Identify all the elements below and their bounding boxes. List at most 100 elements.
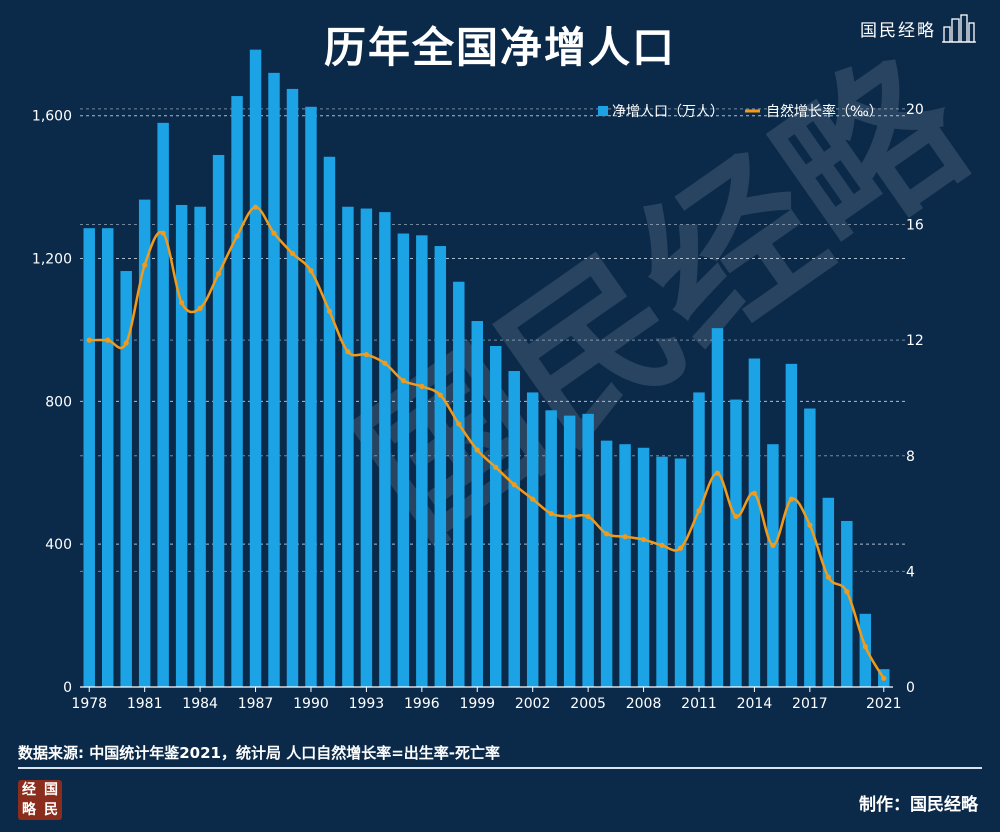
line-point xyxy=(714,470,721,476)
divider xyxy=(18,767,982,769)
bar xyxy=(490,346,502,687)
logo-char: 国 xyxy=(44,782,58,798)
logo-char: 民 xyxy=(44,802,58,818)
line-point xyxy=(511,482,517,488)
left-tick-label: 0 xyxy=(63,680,72,696)
x-tick-label: 1987 xyxy=(238,696,274,712)
bar xyxy=(859,613,872,687)
left-tick-label: 1,200 xyxy=(32,252,72,268)
bar xyxy=(526,392,539,687)
bar xyxy=(674,458,687,687)
bar xyxy=(563,415,576,687)
left-tick-label: 400 xyxy=(45,537,72,553)
right-axis: 0 4 8 12 16 20 xyxy=(906,102,924,696)
bar xyxy=(822,497,835,687)
line-point xyxy=(197,305,203,311)
line-point xyxy=(326,308,333,314)
line-point xyxy=(696,508,702,514)
bar xyxy=(268,72,280,687)
x-tick-label: 1990 xyxy=(293,696,329,712)
bar xyxy=(785,363,798,687)
population-chart: 国民经略 0 400 800 1,200 1,600 0 4 8 12 16 20 1978 198… xyxy=(32,21,1000,712)
bar xyxy=(360,208,373,687)
bar xyxy=(157,122,169,688)
bar xyxy=(693,392,705,687)
bar xyxy=(471,321,483,687)
line-point xyxy=(142,262,148,268)
line-point xyxy=(105,337,111,343)
line-point xyxy=(622,534,628,540)
line-point xyxy=(640,536,647,543)
line-point xyxy=(234,233,240,239)
bar-series xyxy=(83,49,890,688)
line-point xyxy=(400,378,406,384)
x-tick-label: 2021 xyxy=(866,696,902,712)
line-point xyxy=(437,392,443,398)
x-tick-label: 2017 xyxy=(792,696,828,712)
line-point xyxy=(548,510,554,517)
right-tick-label: 4 xyxy=(906,564,915,580)
source-note: 数据来源: 中国统计年鉴2021，统计局 人口自然增长率=出生率-死亡率 xyxy=(18,744,500,762)
line-point xyxy=(788,496,794,502)
left-tick-label: 800 xyxy=(45,394,72,410)
line-point xyxy=(474,447,480,453)
x-tick-label: 1981 xyxy=(127,696,163,712)
x-tick-label: 2014 xyxy=(737,696,773,712)
left-axis: 0 400 800 1,200 1,600 xyxy=(32,109,72,696)
bar xyxy=(453,281,465,687)
x-tick-label: 1978 xyxy=(71,696,107,712)
bar xyxy=(379,212,391,688)
bar xyxy=(305,106,317,687)
x-tick-label: 1996 xyxy=(404,696,440,712)
x-tick-label: 2005 xyxy=(570,696,606,712)
line-point xyxy=(456,421,462,427)
logo-char: 略 xyxy=(22,802,36,818)
bar xyxy=(286,88,299,688)
bar xyxy=(804,408,816,687)
legend-line-label: 自然增长率（‰） xyxy=(766,103,883,120)
logo-char: 经 xyxy=(22,782,36,798)
line-point xyxy=(382,360,388,366)
bar xyxy=(582,413,594,687)
bar xyxy=(508,371,520,687)
right-tick-label: 12 xyxy=(906,333,924,349)
bar xyxy=(138,199,151,688)
bar xyxy=(175,204,188,687)
line-point xyxy=(733,513,739,520)
bar xyxy=(416,235,428,687)
legend-bar-swatch xyxy=(598,106,608,116)
bar xyxy=(748,358,761,687)
bar xyxy=(730,399,742,687)
x-tick-label: 1999 xyxy=(459,696,495,712)
bar xyxy=(323,156,336,688)
legend-bar-label: 净增人口（万人） xyxy=(612,104,724,120)
bar xyxy=(656,456,668,687)
line-point xyxy=(751,490,758,496)
line-point xyxy=(604,531,610,537)
line-point xyxy=(345,349,351,355)
x-tick-label: 2002 xyxy=(515,696,551,712)
bar xyxy=(711,328,724,687)
line-point xyxy=(770,542,776,548)
bar xyxy=(841,520,853,687)
line-point xyxy=(123,340,129,346)
x-tick-label: 2008 xyxy=(626,696,662,712)
chart-title: 历年全国净增人口 xyxy=(323,23,676,72)
line-point xyxy=(862,643,868,650)
line-point xyxy=(252,204,259,210)
line-point xyxy=(659,542,665,548)
line-point xyxy=(289,250,296,257)
city-skyline-icon xyxy=(942,14,976,43)
line-point xyxy=(363,351,369,358)
bar xyxy=(249,49,262,687)
line-point xyxy=(179,299,185,306)
line-point xyxy=(215,271,222,277)
left-tick-label: 1,600 xyxy=(32,109,72,125)
legend: 净增人口（万人） 自然增长率（‰） xyxy=(598,103,883,120)
x-axis: 1978 1981 1984 1987 1990 1993 1996 1999 2002 2005… xyxy=(71,686,902,712)
line-point xyxy=(271,230,277,236)
line-point xyxy=(825,574,831,580)
line-point xyxy=(493,464,499,470)
line-point xyxy=(530,496,536,502)
bar xyxy=(600,440,613,687)
